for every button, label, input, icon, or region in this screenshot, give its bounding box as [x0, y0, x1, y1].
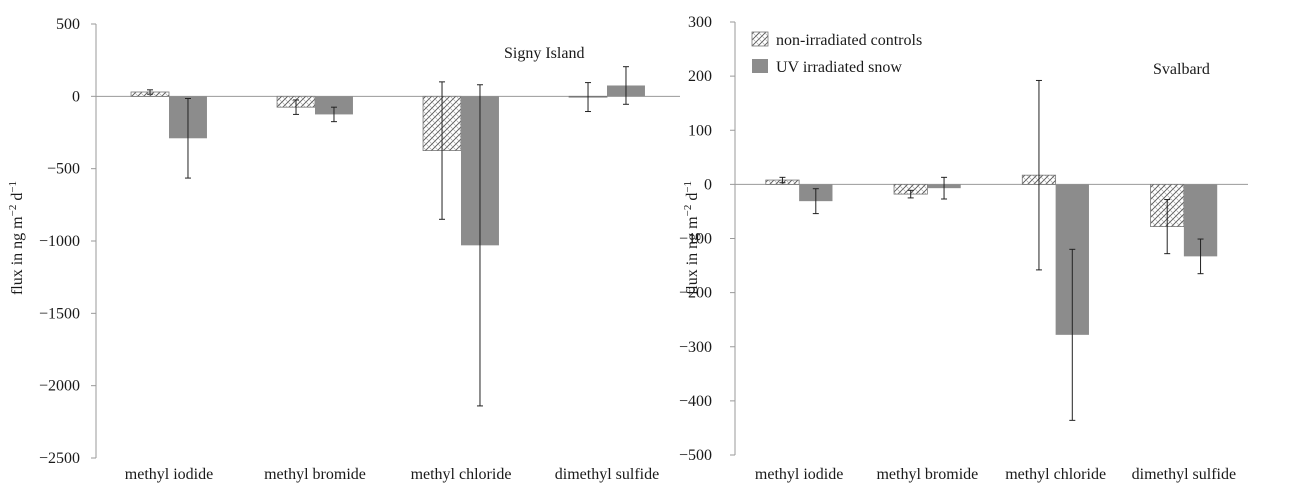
error-bar-group [147, 66, 629, 407]
y-tick-label: −500 [679, 447, 712, 464]
y-tick-label: 200 [688, 68, 712, 85]
y-tick-label: 100 [688, 122, 712, 139]
y-tick-label: −400 [679, 393, 712, 410]
category-label: methyl chloride [411, 466, 512, 483]
y-tick-group: 500 0 −500 −1000 −1500 −2000 −2500 [39, 16, 96, 467]
y-tick-label: −500 [47, 161, 80, 178]
error-bar-group [779, 79, 1204, 421]
y-axis-label: flux in ng m−2 d−1 [682, 181, 701, 295]
category-label: methyl iodide [125, 466, 213, 483]
legend: non-irradiated controls UV irradiated sn… [751, 31, 922, 76]
category-label: methyl bromide [264, 466, 366, 483]
legend-label-uv: UV irradiated snow [776, 59, 902, 76]
category-label-group: methyl iodide methyl bromide methyl chlori… [755, 466, 1236, 483]
y-axis-label: flux in ng m−2 d−1 [7, 181, 26, 295]
y-tick-label: 0 [72, 88, 80, 105]
bar-group [765, 174, 1218, 335]
legend-swatch-solid [752, 59, 768, 73]
y-tick-label: −1000 [39, 233, 80, 250]
category-label-group: methyl iodide methyl bromide methyl chlori… [125, 466, 659, 483]
bar-uv-methyl-bromide [315, 96, 353, 115]
svalbard-panel: 300 200 100 0 −100 −200 −300 −400 −500 methyl io… [679, 14, 1248, 483]
y-tick-label: −2000 [39, 378, 80, 395]
y-tick-group: 300 200 100 0 −100 −200 −300 −400 −500 [679, 14, 735, 464]
category-label: dimethyl sulfide [1132, 466, 1236, 483]
category-label: dimethyl sulfide [555, 466, 659, 483]
bar-group [130, 85, 645, 246]
category-label: methyl iodide [755, 466, 843, 483]
y-tick-label: −300 [679, 339, 712, 356]
y-tick-label: 500 [56, 16, 80, 33]
legend-swatch-hatched [751, 31, 769, 47]
y-tick-label: −1500 [39, 305, 80, 322]
panel-title: Signy Island [504, 45, 584, 62]
y-tick-label: 300 [688, 14, 712, 31]
category-label: methyl chloride [1005, 466, 1106, 483]
category-label: methyl bromide [876, 466, 978, 483]
legend-label-controls: non-irradiated controls [776, 32, 922, 49]
y-tick-label: 0 [704, 176, 712, 193]
y-tick-label: −100 [679, 231, 712, 248]
panel-title: Svalbard [1153, 61, 1210, 78]
y-tick-label: −2500 [39, 450, 80, 467]
signy-island-panel: 500 0 −500 −1000 −1500 −2000 −2500 methyl iodi… [7, 16, 680, 483]
y-tick-label: −200 [679, 285, 712, 302]
